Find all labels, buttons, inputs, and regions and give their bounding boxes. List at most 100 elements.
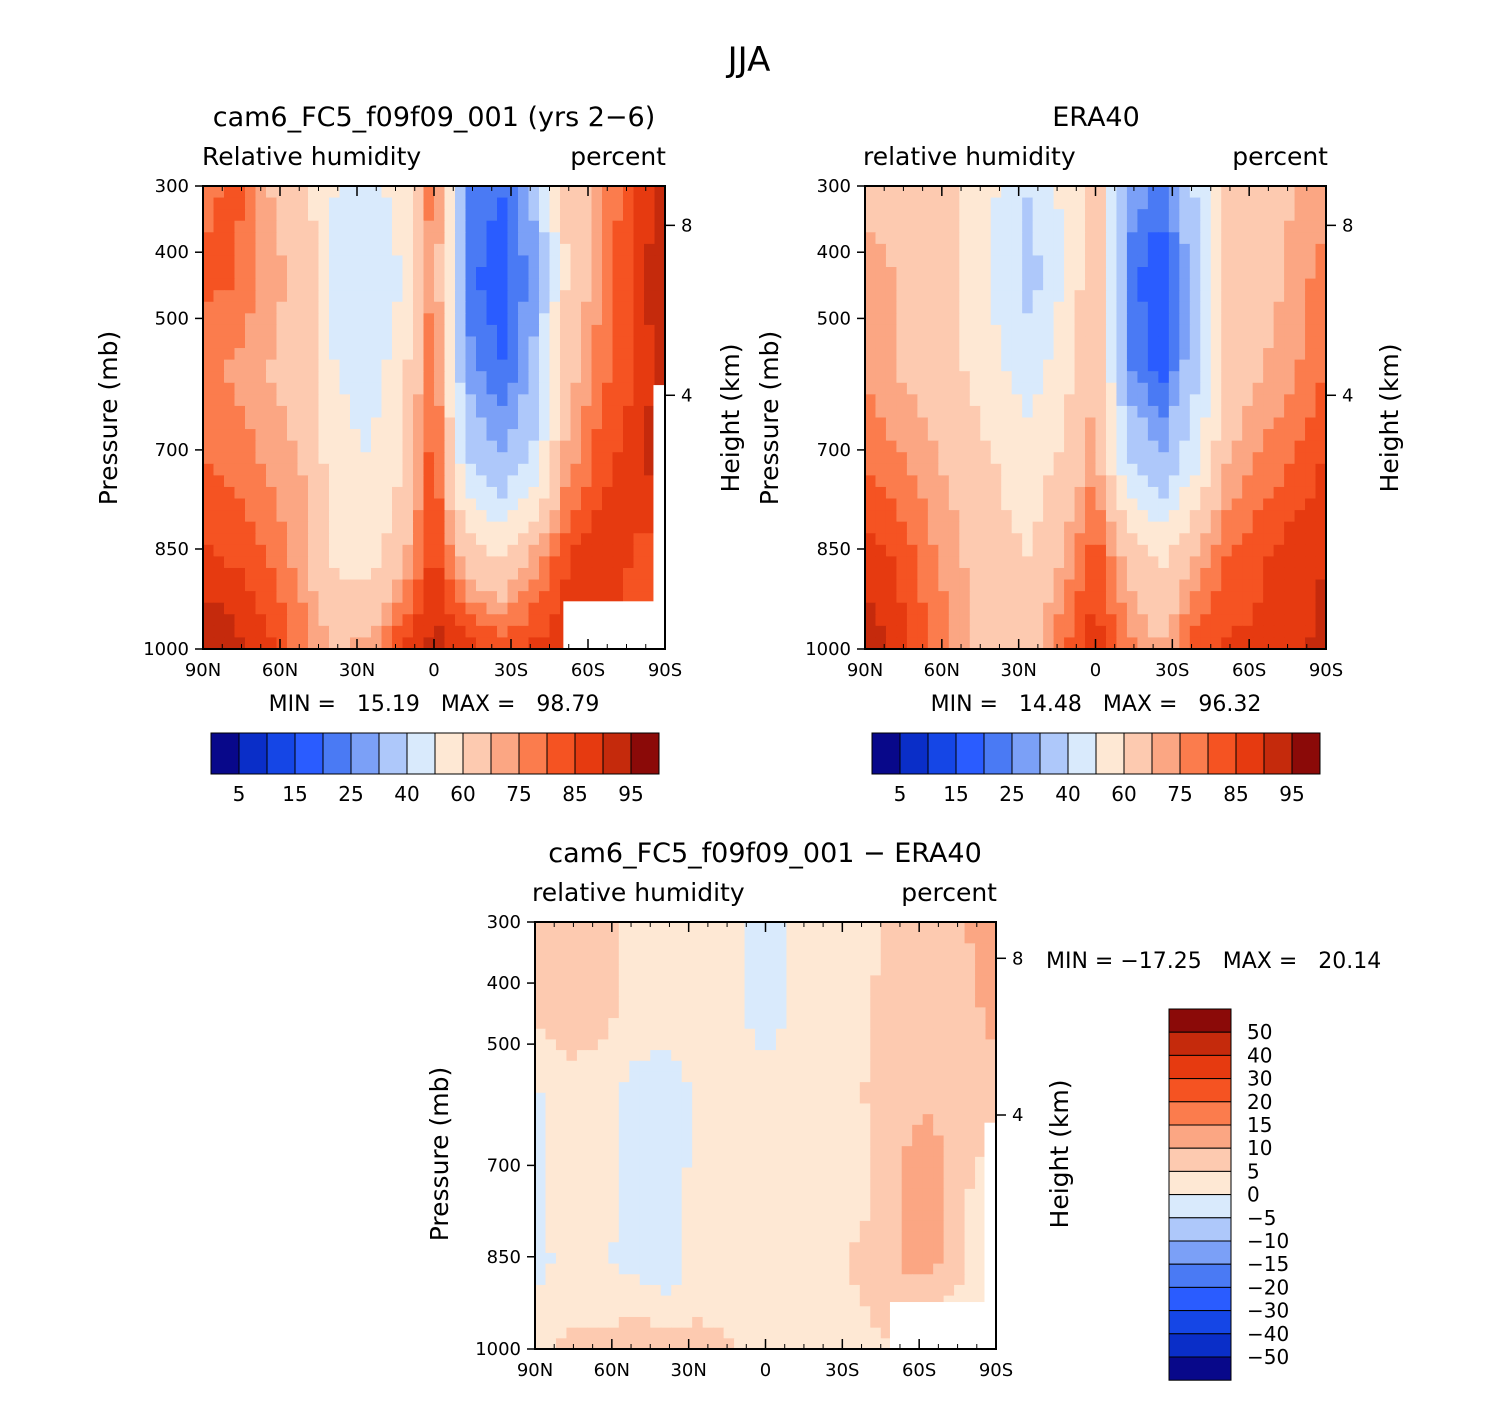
contour-cell <box>276 498 288 511</box>
contour-cell <box>570 440 582 453</box>
contour-cell <box>1242 324 1254 338</box>
contour-cell <box>587 1156 599 1169</box>
contour-cell <box>234 371 246 384</box>
contour-cell <box>922 1178 934 1190</box>
contour-cell <box>1200 359 1212 372</box>
contour-cell <box>1105 278 1118 291</box>
contour-cell <box>518 417 530 430</box>
contour-cell <box>629 1114 641 1126</box>
contour-cell <box>1231 405 1243 419</box>
contour-cell <box>1095 417 1107 430</box>
contour-cell <box>245 567 257 581</box>
contour-cell <box>486 567 498 581</box>
contour-cell <box>1105 452 1118 465</box>
contour-cell <box>297 440 309 453</box>
contour-cell <box>765 1018 777 1030</box>
contour-cell <box>1001 486 1013 500</box>
contour-cell <box>234 637 246 650</box>
contour-cell <box>1053 533 1065 546</box>
contour-cell <box>1147 521 1159 534</box>
contour-cell <box>633 290 645 303</box>
contour-cell <box>896 417 908 430</box>
contour-cell <box>413 278 425 291</box>
contour-cell <box>765 1124 777 1137</box>
contour-cell <box>828 1156 840 1169</box>
contour-cell <box>234 521 246 534</box>
contour-cell <box>1315 614 1327 627</box>
contour-cell <box>434 579 446 592</box>
contour-cell <box>1252 452 1264 465</box>
contour-cell <box>518 243 530 257</box>
contour-cell <box>755 1146 767 1158</box>
contour-cell <box>570 186 582 199</box>
contour-cell <box>1200 452 1212 465</box>
contour-cell <box>455 533 467 546</box>
contour-cell <box>1053 544 1065 557</box>
contour-cell <box>618 1188 630 1201</box>
contour-cell <box>943 954 955 966</box>
contour-cell <box>938 510 950 523</box>
contour-cell <box>891 1114 903 1126</box>
contour-cell <box>612 278 624 291</box>
contour-cell <box>497 336 509 349</box>
contour-cell <box>1137 348 1149 361</box>
contour-cell <box>455 278 467 291</box>
contour-cell <box>1095 197 1107 210</box>
contour-cell <box>465 614 477 627</box>
contour-cell <box>629 996 641 1009</box>
contour-cell <box>528 417 540 430</box>
contour-cell <box>1053 579 1065 592</box>
contour-cell <box>413 371 425 384</box>
contour-cell <box>308 209 320 222</box>
contour-cell <box>948 186 960 199</box>
contour-cell <box>507 336 519 349</box>
contour-cell <box>486 475 498 488</box>
contour-cell <box>917 186 929 199</box>
contour-cell <box>539 579 551 592</box>
contour-cell <box>755 1156 767 1169</box>
contour-cell <box>1147 371 1159 384</box>
contour-cell <box>528 556 540 569</box>
contour-cell <box>980 232 992 245</box>
contour-cell <box>1085 394 1097 407</box>
contour-cell <box>859 1092 871 1105</box>
contour-cell <box>1210 267 1222 280</box>
contour-cell <box>692 1028 704 1041</box>
missing-data-mask <box>653 385 665 649</box>
contour-cell <box>612 521 624 534</box>
contour-cell <box>1315 510 1327 523</box>
contour-cell <box>969 197 981 210</box>
contour-cell <box>1126 440 1139 453</box>
contour-cell <box>518 625 530 639</box>
contour-cell <box>1043 637 1055 650</box>
contour-cell <box>959 243 971 257</box>
contour-cell <box>1137 186 1149 199</box>
contour-cell <box>1210 463 1222 476</box>
contour-cell <box>576 1188 588 1201</box>
contour-cell <box>681 1124 693 1137</box>
contour-cell <box>917 382 929 395</box>
contour-cell <box>943 1060 955 1073</box>
contour-cell <box>597 1028 609 1041</box>
colorbar-swatch <box>1039 732 1069 775</box>
contour-cell <box>681 1167 693 1179</box>
contour-cell <box>360 186 372 199</box>
contour-cell <box>213 510 225 523</box>
contour-cell <box>339 475 351 488</box>
contour-cell <box>927 232 939 245</box>
contour-cell <box>528 267 540 280</box>
contour-cell <box>528 544 540 557</box>
contour-cell <box>581 301 593 314</box>
contour-cell <box>1043 429 1055 442</box>
contour-cell <box>1126 405 1139 419</box>
contour-cell <box>1242 452 1254 465</box>
contour-cell <box>224 440 236 453</box>
contour-cell <box>402 359 414 372</box>
contour-cell <box>660 1039 672 1051</box>
contour-cell <box>392 544 404 557</box>
contour-cell <box>1043 382 1055 395</box>
contour-cell <box>545 1060 557 1073</box>
contour-cell <box>755 1103 767 1115</box>
contour-cell <box>702 1199 714 1211</box>
contour-cell <box>266 336 278 349</box>
